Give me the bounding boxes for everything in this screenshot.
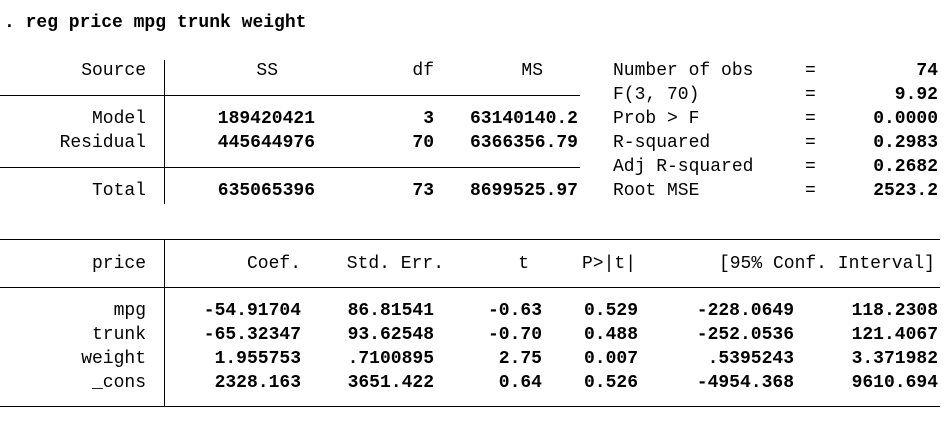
stat-value: 0.0000 — [873, 109, 938, 129]
coef-header-ci: [95% Conf. Interval] — [718, 254, 935, 274]
coef-header-se: Std. Err. — [346, 254, 444, 274]
anova-ms: 8699525.97 — [469, 181, 578, 201]
stat-equals: = — [805, 181, 816, 201]
anova-divider-vertical — [164, 60, 165, 204]
stat-value: 74 — [916, 61, 938, 81]
coef-ci-lower: -252.0536 — [696, 325, 794, 345]
coef-ci-upper: 118.2308 — [851, 301, 938, 321]
stat-value: 0.2983 — [873, 133, 938, 153]
stat-label: Adj R-squared — [613, 157, 754, 177]
coef-ci-lower: .5395243 — [707, 349, 794, 369]
coef-estimate: -54.91704 — [203, 301, 301, 321]
coef-t: 0.64 — [498, 373, 542, 393]
stat-value: 2523.2 — [873, 181, 938, 201]
coef-ci-upper: 121.4067 — [851, 325, 938, 345]
coef-ci-upper: 3.371982 — [851, 349, 938, 369]
coef-var: mpg — [113, 301, 146, 321]
anova-header-ss: SS — [256, 61, 278, 81]
coef-var: trunk — [91, 325, 146, 345]
coef-ci-upper: 9610.694 — [851, 373, 938, 393]
anova-header-ms: MS — [521, 61, 543, 81]
coef-header-t: t — [518, 254, 529, 274]
coef-var: weight — [81, 349, 146, 369]
coef-divider-vertical — [164, 239, 165, 407]
stat-label: F(3, 70) — [613, 85, 700, 105]
coef-estimate: 2328.163 — [214, 373, 301, 393]
coef-bottom-rule — [0, 406, 940, 407]
coef-t: -0.70 — [487, 325, 542, 345]
coef-header-dependent: price — [91, 254, 146, 274]
anova-source: Model — [91, 109, 146, 129]
coef-header-coef: Coef. — [246, 254, 301, 274]
coef-header-rule — [0, 287, 940, 288]
anova-header-rule — [0, 95, 580, 96]
coef-p: 0.526 — [583, 373, 638, 393]
stat-equals: = — [805, 109, 816, 129]
coef-header-p: P>|t| — [581, 254, 636, 274]
coef-t: 2.75 — [498, 349, 542, 369]
anova-df: 73 — [412, 181, 434, 201]
command-line: . reg price mpg trunk weight — [4, 13, 307, 33]
anova-header-source: Source — [81, 61, 146, 81]
anova-ms: 6366356.79 — [469, 133, 578, 153]
anova-header-df: df — [412, 61, 434, 81]
anova-ss: 445644976 — [217, 133, 315, 153]
anova-source: Residual — [59, 133, 146, 153]
coef-estimate: -65.32347 — [203, 325, 301, 345]
stat-label: Root MSE — [613, 181, 700, 201]
coef-top-rule — [0, 239, 940, 240]
anova-total-rule — [0, 167, 580, 168]
coef-t: -0.63 — [487, 301, 542, 321]
anova-df: 3 — [423, 109, 434, 129]
coef-p: 0.529 — [583, 301, 638, 321]
anova-source: Total — [91, 181, 146, 201]
stat-label: Number of obs — [613, 61, 754, 81]
stat-value: 9.92 — [894, 85, 938, 105]
stat-label: R-squared — [613, 133, 711, 153]
anova-ss: 189420421 — [217, 109, 315, 129]
coef-p: 0.007 — [583, 349, 638, 369]
coef-std-err: .7100895 — [347, 349, 434, 369]
coef-ci-lower: -228.0649 — [696, 301, 794, 321]
stat-equals: = — [805, 61, 816, 81]
coef-ci-lower: -4954.368 — [696, 373, 794, 393]
coef-std-err: 93.62548 — [347, 325, 434, 345]
coef-p: 0.488 — [583, 325, 638, 345]
coef-estimate: 1.955753 — [214, 349, 301, 369]
anova-df: 70 — [412, 133, 434, 153]
stat-value: 0.2682 — [873, 157, 938, 177]
coef-std-err: 3651.422 — [347, 373, 434, 393]
coef-var: _cons — [91, 373, 146, 393]
stat-equals: = — [805, 133, 816, 153]
anova-ss: 635065396 — [217, 181, 315, 201]
stat-equals: = — [805, 157, 816, 177]
anova-ms: 63140140.2 — [469, 109, 578, 129]
stat-label: Prob > F — [613, 109, 700, 129]
coef-std-err: 86.81541 — [347, 301, 434, 321]
stat-equals: = — [805, 85, 816, 105]
